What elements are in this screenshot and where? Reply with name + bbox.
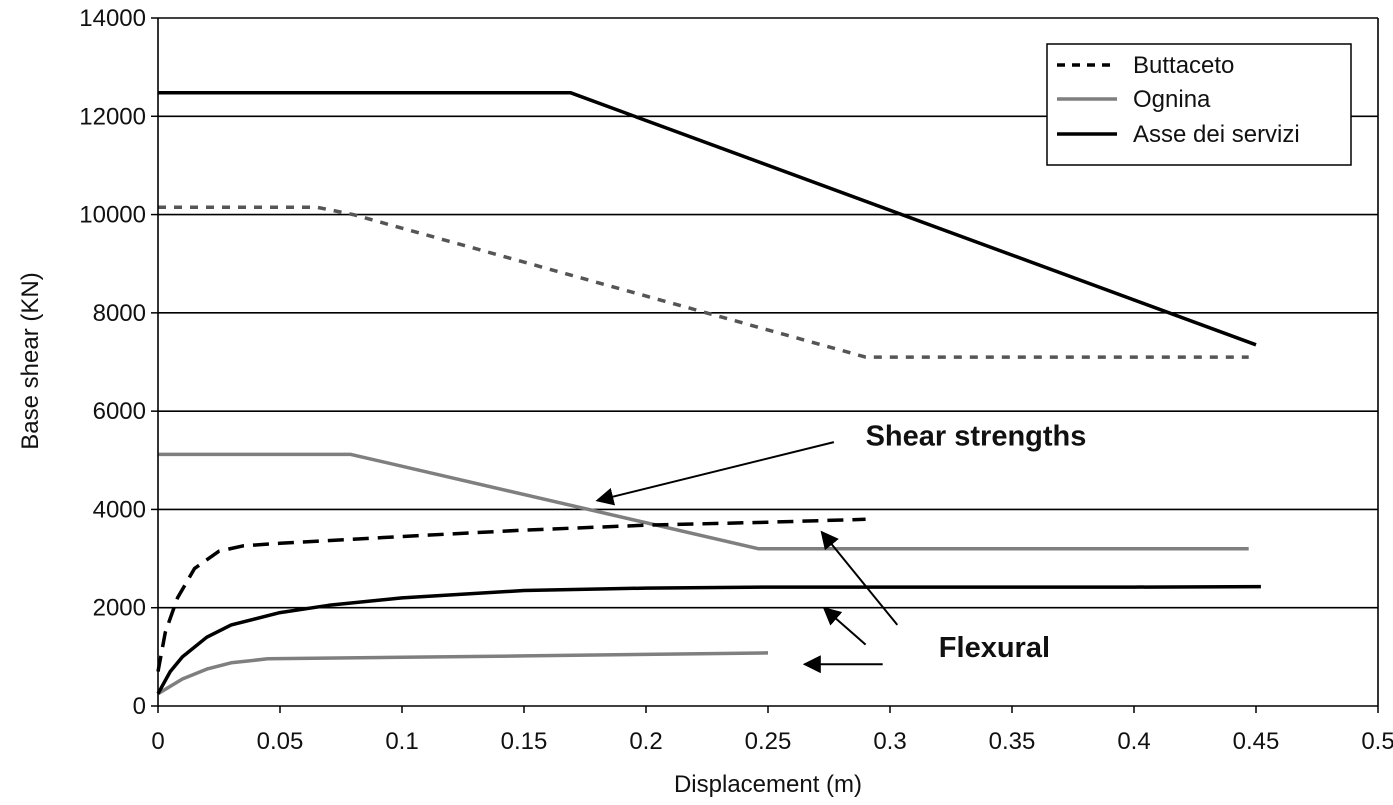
y-tick-label: 14000 — [79, 5, 146, 32]
x-tick-label: 0 — [151, 728, 164, 755]
annotation-flexural: Flexural — [939, 632, 1050, 664]
legend-label-buttaceto: Buttaceto — [1133, 52, 1234, 79]
x-tick-label: 0.5 — [1361, 728, 1393, 755]
x-tick-label: 0.15 — [501, 728, 548, 755]
x-tick-label: 0.4 — [1117, 728, 1150, 755]
y-tick-label: 0 — [133, 693, 146, 720]
x-tick-label: 0.1 — [385, 728, 418, 755]
annotation-arrow — [595, 441, 835, 506]
series-line-ognina-flexural — [157, 651, 769, 696]
series-layer — [156, 90, 1261, 696]
x-tick-label: 0.2 — [629, 728, 662, 755]
gridlines — [158, 17, 1378, 609]
series-line-buttaceto-shear-strength — [158, 205, 1249, 359]
tick-labels: 0 2000 4000 6000 8000 10000 12000 14000 0 0.05 0.1… — [79, 5, 1393, 755]
annotation-shear-strengths: Shear strengths — [866, 421, 1087, 453]
legend-label-asse-dei-servizi: Asse dei servizi — [1133, 121, 1300, 148]
series-line-ognina-shear-strength — [158, 452, 1249, 551]
series-line-buttaceto-flexural — [156, 517, 866, 672]
legend-label-ognina: Ognina — [1133, 86, 1211, 113]
x-tick-label: 0.05 — [257, 728, 304, 755]
y-tick-label: 12000 — [79, 103, 146, 130]
y-axis-title: Base shear (KN) — [17, 272, 44, 449]
legend: Buttaceto Ognina Asse dei servizi — [1046, 43, 1352, 166]
x-tick-label: 0.25 — [745, 728, 792, 755]
series-line-asse-dei-servizi-shear-strength — [158, 90, 1257, 347]
annotation-arrow — [820, 530, 899, 626]
y-tick-label: 2000 — [93, 595, 146, 622]
y-tick-label: 8000 — [93, 300, 146, 327]
x-tick-label: 0.35 — [989, 728, 1036, 755]
series-line-asse-dei-servizi-flexural — [156, 584, 1261, 695]
annotation-arrow — [822, 607, 867, 646]
legend-box — [1046, 43, 1352, 166]
annotations: Shear strengths Flexural — [595, 421, 1087, 674]
x-tick-label: 0.45 — [1233, 728, 1280, 755]
x-tick-label: 0.3 — [873, 728, 906, 755]
y-tick-label: 10000 — [79, 202, 146, 229]
y-tick-label: 4000 — [93, 496, 146, 523]
x-axis-title: Displacement (m) — [674, 771, 862, 798]
y-tick-label: 6000 — [93, 398, 146, 425]
